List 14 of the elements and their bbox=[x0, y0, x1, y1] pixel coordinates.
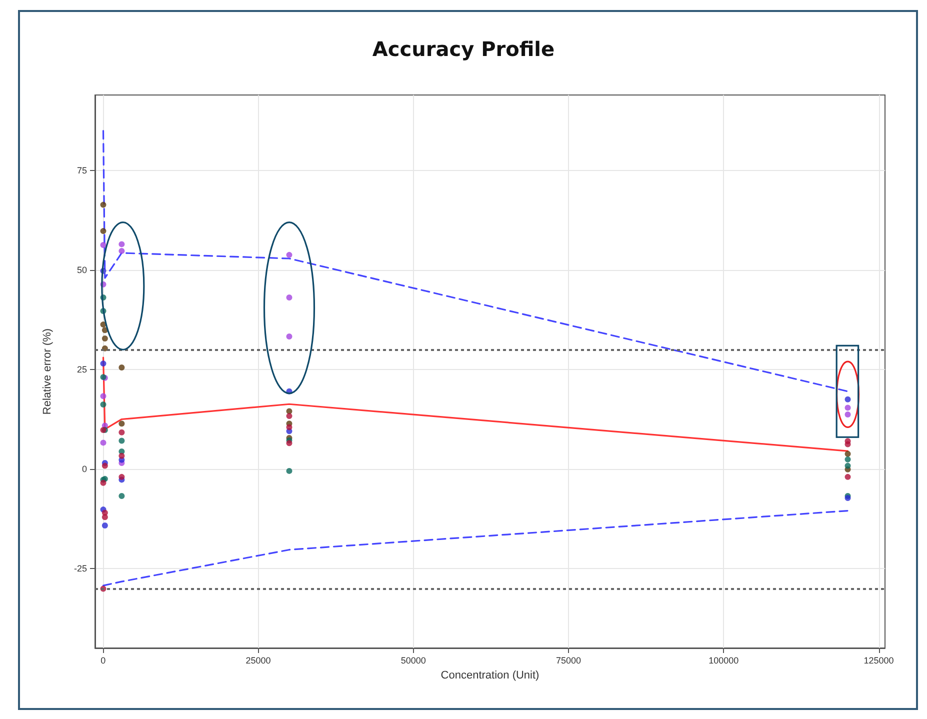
y-tick-label: 0 bbox=[82, 464, 87, 474]
chart-title: Accuracy Profile bbox=[372, 37, 555, 61]
y-tick-label: 25 bbox=[76, 364, 87, 375]
y-axis-title: Relative error (%) bbox=[42, 328, 54, 415]
y-tick-label: -25 bbox=[74, 563, 87, 574]
x-tick-label: 25000 bbox=[246, 656, 271, 666]
x-tick-label: 50000 bbox=[400, 656, 426, 666]
x-tick-label: 100000 bbox=[708, 656, 739, 666]
x-axis-title: Concentration (Unit) bbox=[440, 670, 540, 682]
y-tick-label: 50 bbox=[76, 265, 87, 276]
y-tick-label: 75 bbox=[76, 166, 87, 176]
x-tick-label: 0 bbox=[100, 656, 106, 666]
x-tick-label: 75000 bbox=[556, 656, 582, 666]
x-tick-label: 125000 bbox=[864, 656, 894, 666]
